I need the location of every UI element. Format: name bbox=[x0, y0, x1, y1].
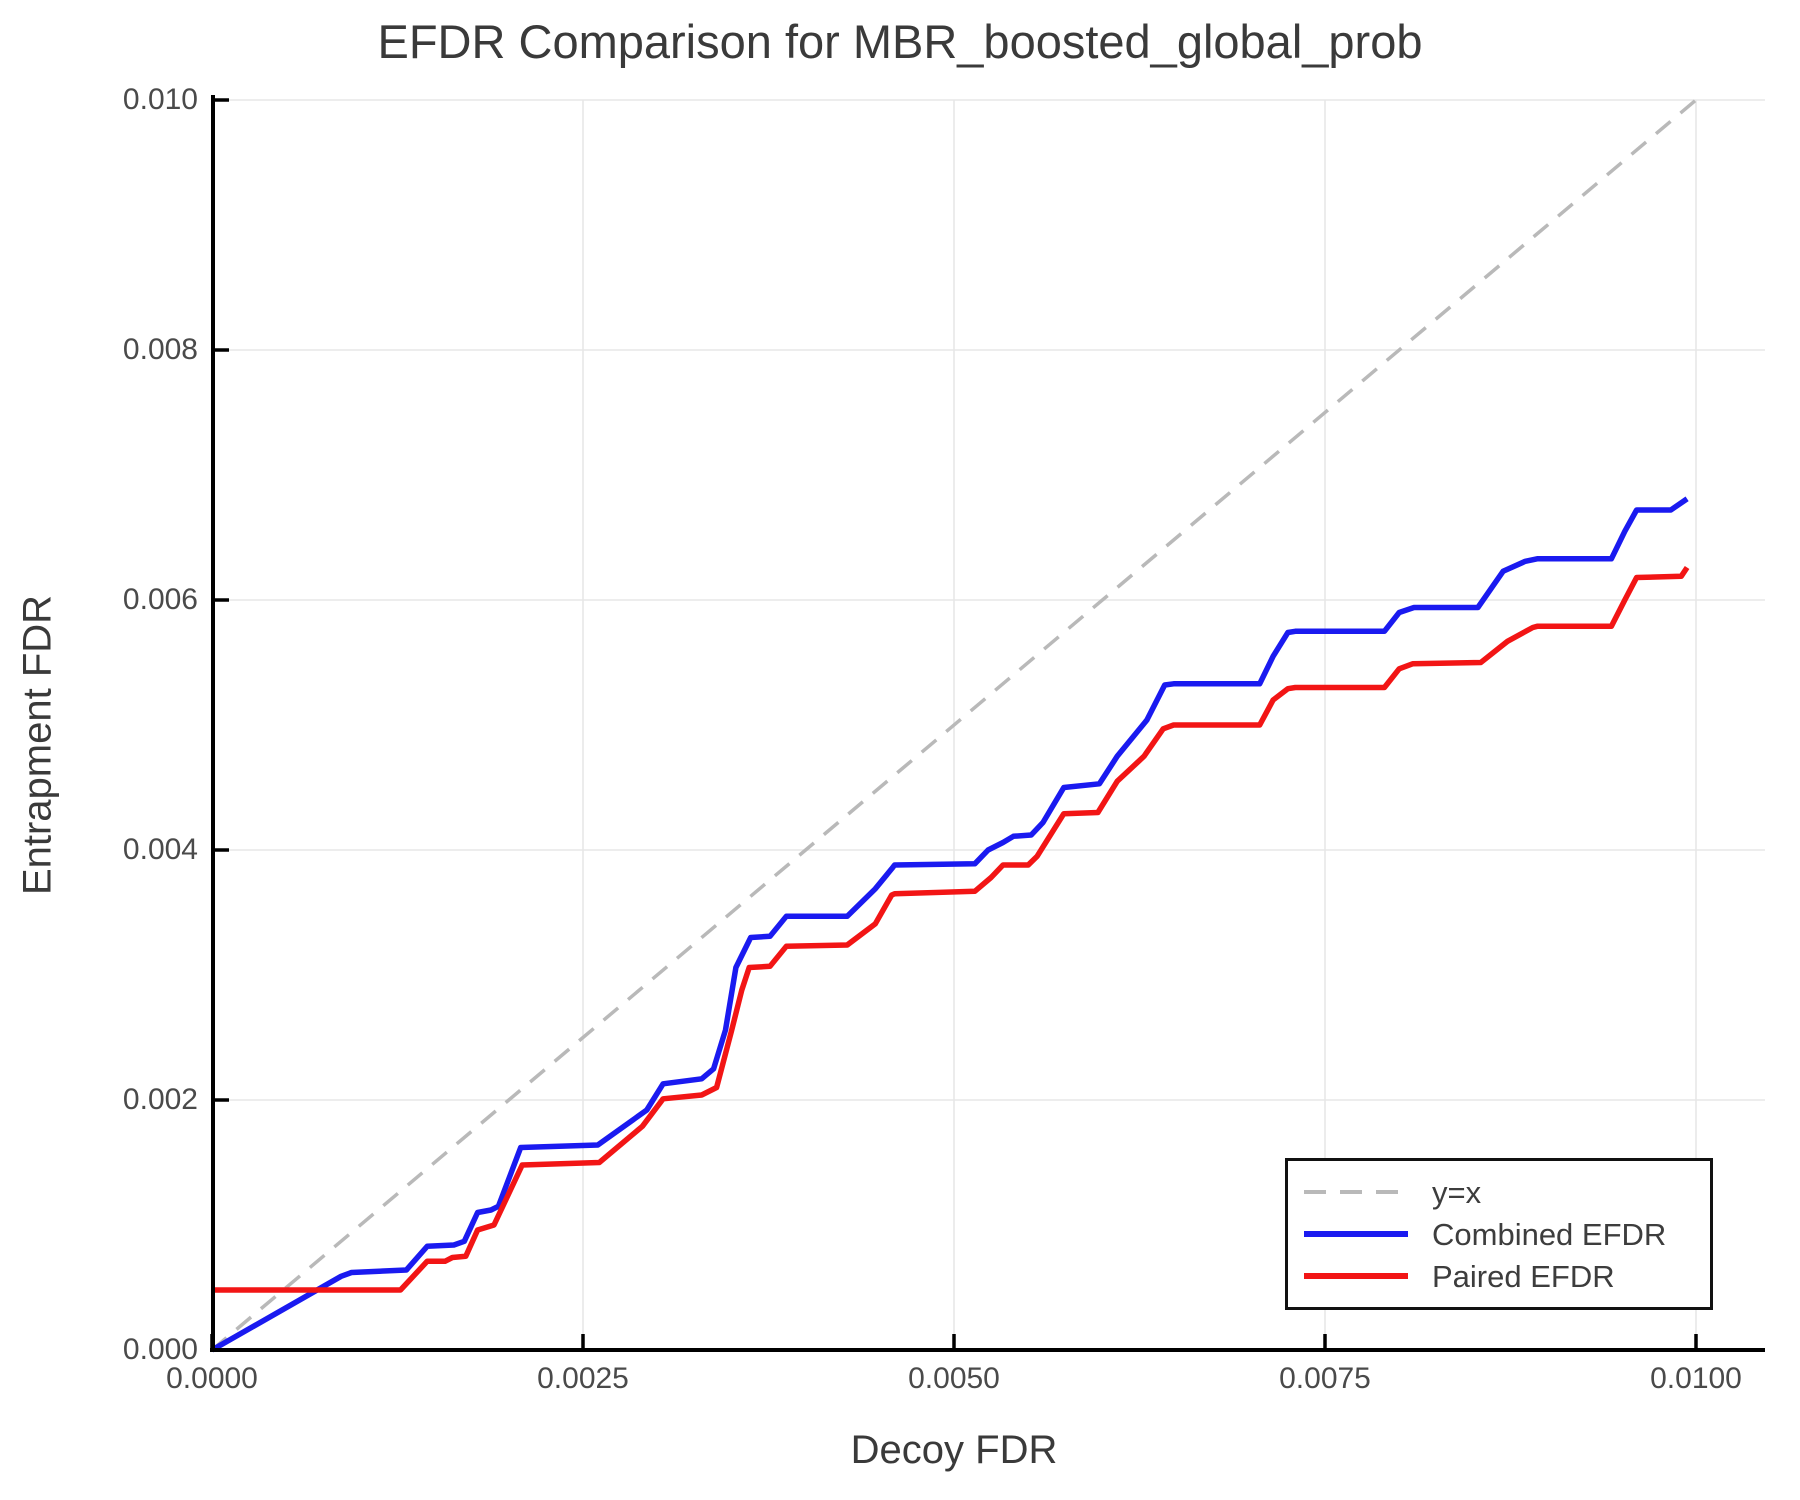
paired-efdr-legend-sample bbox=[1304, 1273, 1408, 1279]
y-tick-label: 0.010 bbox=[122, 83, 198, 116]
y-x-line bbox=[210, 98, 1698, 1352]
legend-row: y=x bbox=[1302, 1173, 1710, 1211]
legend-label: Combined EFDR bbox=[1432, 1216, 1667, 1252]
combined-efdr-line bbox=[210, 496, 1689, 1353]
y-axis-label: Entrapment FDR bbox=[15, 594, 60, 896]
combined-efdr-legend-sample bbox=[1304, 1231, 1408, 1237]
y-tick-label: 0.002 bbox=[122, 1083, 198, 1116]
legend: y=x Combined EFDR Paired EFDR bbox=[1285, 1158, 1713, 1310]
y-tick-label: 0.008 bbox=[122, 333, 198, 366]
y-tick-label: 0.006 bbox=[122, 583, 198, 616]
paired-efdr-line bbox=[212, 565, 1690, 1293]
y-tick-label: 0.004 bbox=[122, 833, 198, 866]
x-tick-label: 0.0025 bbox=[537, 1362, 629, 1395]
legend-row: Paired EFDR bbox=[1302, 1257, 1710, 1295]
legend-label: y=x bbox=[1432, 1174, 1482, 1210]
y-x-legend-sample bbox=[1304, 1190, 1408, 1194]
x-axis-label: Decoy FDR bbox=[850, 1428, 1058, 1472]
x-tick-label: 0.0050 bbox=[908, 1362, 1000, 1395]
y-tick-label: 0.000 bbox=[122, 1333, 198, 1366]
chart-title: EFDR Comparison for MBR_boosted_global_p… bbox=[377, 15, 1423, 68]
x-tick-label: 0.0100 bbox=[1650, 1362, 1742, 1395]
legend-row: Combined EFDR bbox=[1302, 1215, 1710, 1253]
x-tick-label: 0.0000 bbox=[166, 1362, 258, 1395]
legend-label: Paired EFDR bbox=[1432, 1258, 1615, 1294]
x-tick-label: 0.0075 bbox=[1279, 1362, 1371, 1395]
